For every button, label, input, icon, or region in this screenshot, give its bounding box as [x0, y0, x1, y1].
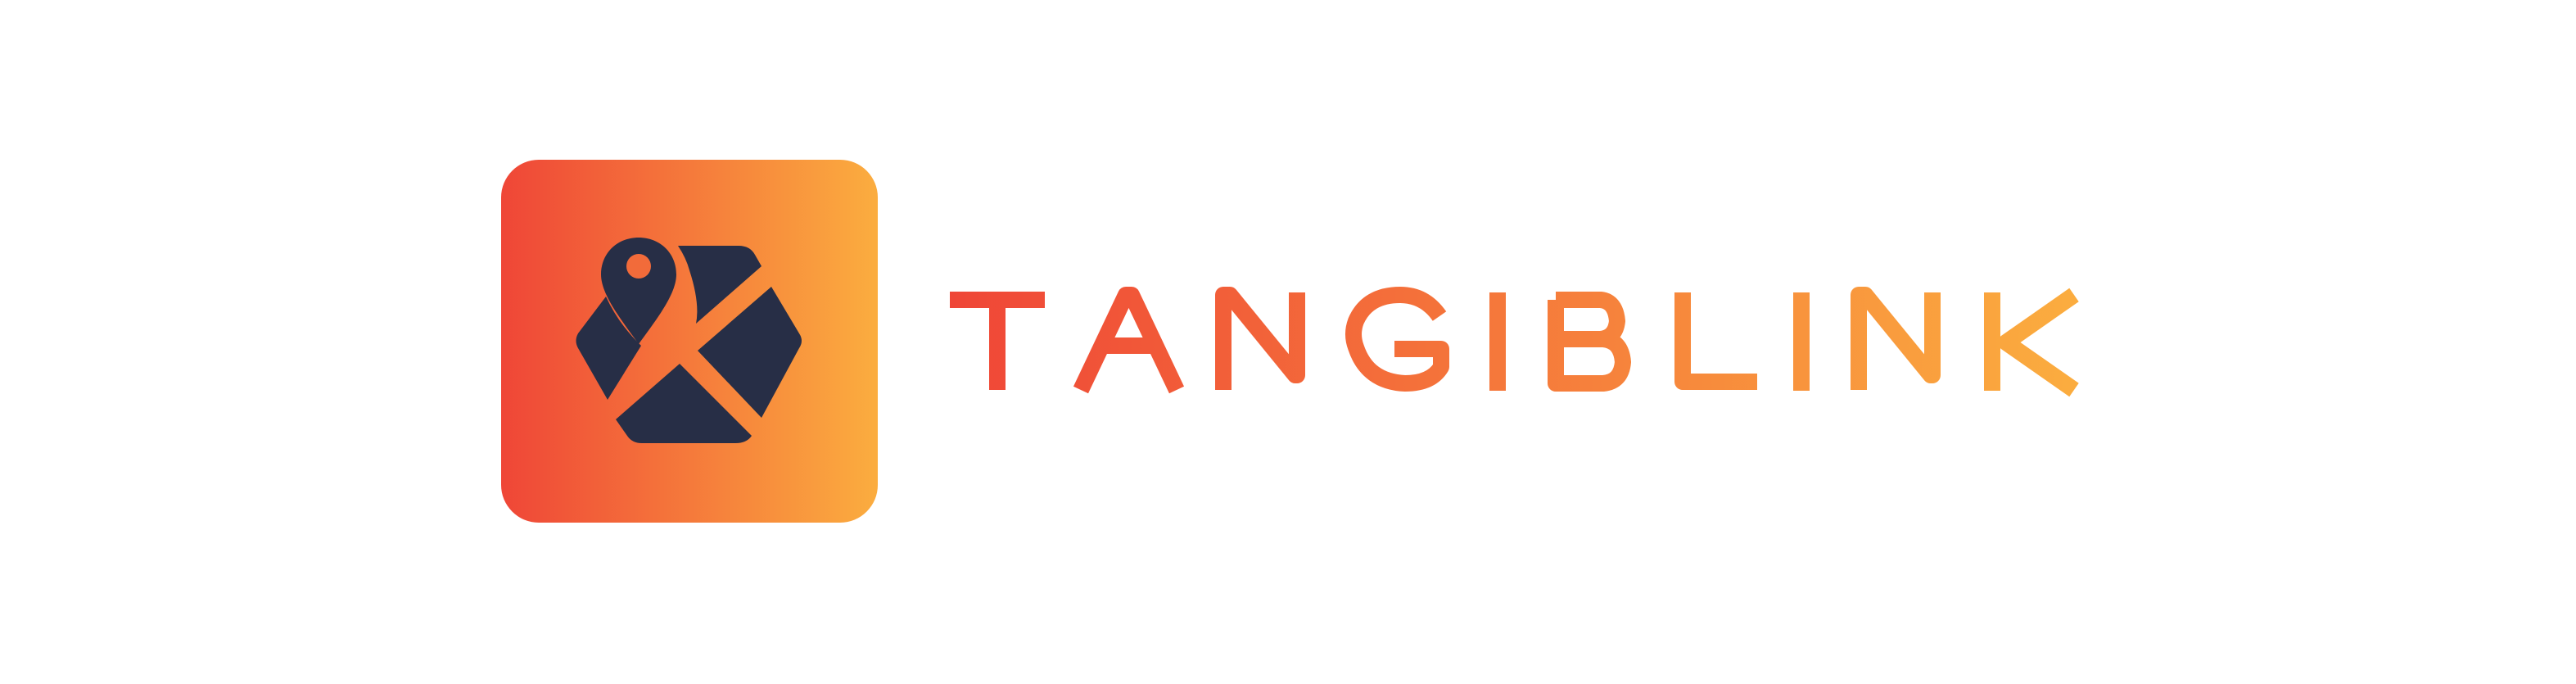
location-pin-icon	[601, 238, 760, 385]
hexagon-left-piece	[576, 297, 641, 400]
wordmark-letter-n-1	[1215, 287, 1305, 390]
wordmark-letter-n-2	[1851, 287, 1941, 390]
map-pin-hexagon-icon	[501, 160, 878, 523]
icon-tile	[501, 160, 878, 523]
wordmark-letter-g	[1345, 287, 1449, 392]
wordmark-letter-t	[950, 292, 1045, 390]
wordmark-letter-k	[1984, 288, 2079, 397]
wordmark-letter-a	[1073, 287, 1185, 394]
wordmark-letter-b	[1548, 292, 1631, 392]
brand-wordmark	[950, 287, 2079, 397]
wordmark-letter-l	[1674, 292, 1757, 390]
brand-name-text: TANGIBLINK	[1512, 342, 1517, 345]
hexagon-right-piece	[698, 287, 802, 418]
hexagon-bottom-piece	[616, 364, 752, 443]
hexagon-top-right-piece	[678, 246, 762, 324]
